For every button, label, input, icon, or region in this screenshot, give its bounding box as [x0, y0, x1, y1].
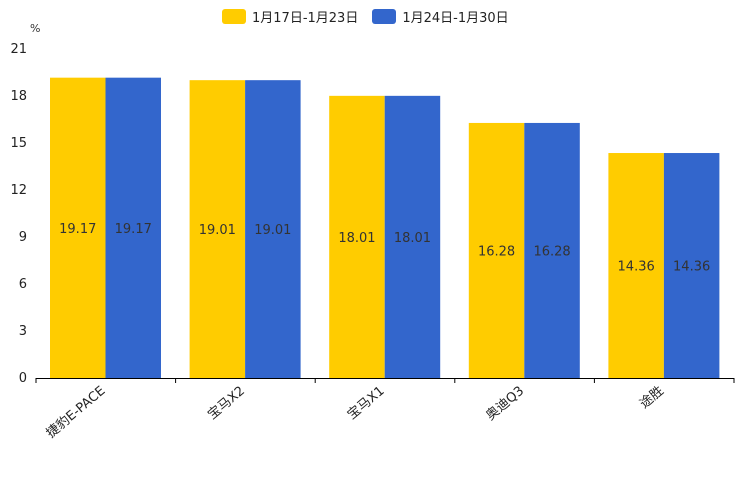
legend-swatch-series-2: [372, 8, 397, 24]
bar-value-label: 16.28: [533, 244, 570, 259]
legend-label-series-2: 1月24日-1月30日: [402, 10, 509, 26]
bar-value-label: 14.36: [673, 260, 710, 275]
x-tick-label: 捷豹E-PACE: [44, 384, 109, 442]
bar-value-label: 16.28: [478, 244, 515, 259]
legend-item-series-2[interactable]: 1月24日-1月30日: [372, 7, 509, 26]
bar-value-label: 19.01: [199, 223, 236, 238]
y-tick-label: 0: [19, 371, 27, 386]
bar: [50, 77, 106, 379]
legend-swatch-series-1: [222, 8, 246, 24]
x-tick-label: 奥迪Q3: [483, 384, 527, 424]
bar: [245, 80, 301, 378]
bar-value-label: 19.17: [115, 222, 152, 237]
bar: [608, 153, 664, 378]
y-tick-label: 18: [10, 89, 27, 104]
bar-value-label: 19.01: [254, 223, 291, 238]
y-axis-unit: %: [30, 22, 41, 35]
y-tick-label: 15: [10, 136, 27, 151]
y-tick-label: 12: [10, 183, 27, 198]
bar: [189, 80, 246, 378]
bar-value-label: 18.01: [394, 231, 431, 246]
bar: [663, 153, 720, 378]
y-tick-label: 21: [10, 42, 27, 57]
bar-value-label: 14.36: [618, 260, 655, 275]
bar: [468, 122, 525, 379]
legend-label-series-1: 1月17日-1月23日: [252, 10, 359, 26]
y-tick-label: 9: [19, 230, 27, 245]
legend: 1月17日-1月23日 1月24日-1月30日: [222, 6, 509, 26]
bar: [329, 95, 385, 379]
y-tick-label: 3: [19, 324, 27, 339]
x-tick-label: 途胜: [637, 383, 667, 412]
bar: [105, 77, 161, 379]
bar-value-label: 19.17: [59, 222, 96, 237]
y-tick-label: 6: [19, 277, 27, 292]
x-tick-label: 宝马X2: [205, 384, 248, 423]
x-tick-label: 宝马X1: [345, 384, 388, 423]
bar-value-label: 18.01: [338, 231, 375, 246]
bar: [524, 122, 580, 379]
bar: [384, 95, 441, 379]
legend-item-series-1[interactable]: 1月17日-1月23日: [222, 7, 358, 26]
